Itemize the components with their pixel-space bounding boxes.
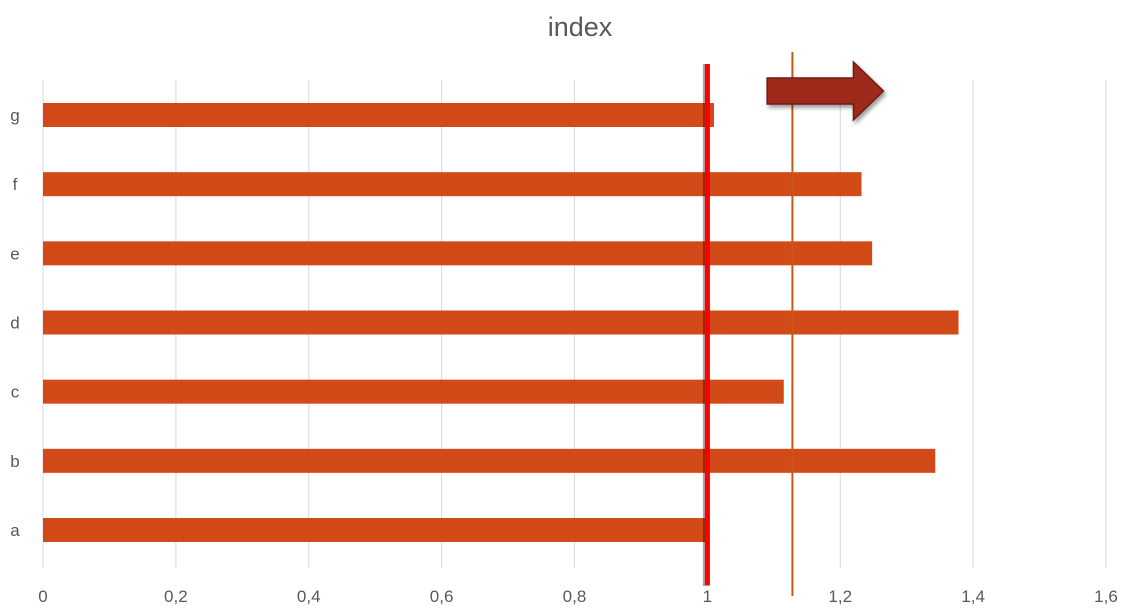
arrow-annotation xyxy=(766,60,885,122)
x-tick-labels: 0 0,2 0,4 0,6 0,8 1 1,2 1,4 1,6 xyxy=(38,587,1118,606)
bar-a xyxy=(43,518,708,542)
x-tick-label-4: 0,8 xyxy=(563,587,587,606)
category-label-b: b xyxy=(10,452,19,471)
category-label-a: a xyxy=(10,521,20,540)
x-tick-label-0: 0 xyxy=(38,587,47,606)
bar-f xyxy=(43,172,862,197)
category-labels: a b c d e f g xyxy=(10,106,20,540)
reference-lines xyxy=(702,52,794,596)
x-tick-label-8: 1,6 xyxy=(1094,587,1118,606)
chart-title: index xyxy=(548,12,613,42)
category-label-c: c xyxy=(11,383,20,402)
x-tick-label-2: 0,4 xyxy=(297,587,321,606)
x-tick-label-7: 1,4 xyxy=(961,587,985,606)
category-label-e: e xyxy=(10,244,19,263)
x-tick-label-6: 1,2 xyxy=(828,587,852,606)
bar-c xyxy=(43,379,784,404)
bar-g xyxy=(43,103,715,127)
bar-d xyxy=(43,310,959,335)
x-tick-label-3: 0,6 xyxy=(430,587,454,606)
x-tick-label-1: 0,2 xyxy=(164,587,188,606)
x-tick-label-5: 1 xyxy=(703,587,712,606)
right-arrow-icon xyxy=(766,60,885,122)
bars xyxy=(43,103,959,542)
bar-b xyxy=(43,448,936,473)
bar-e xyxy=(43,241,873,266)
category-label-g: g xyxy=(10,106,19,125)
category-label-d: d xyxy=(10,314,19,333)
category-label-f: f xyxy=(13,175,18,194)
